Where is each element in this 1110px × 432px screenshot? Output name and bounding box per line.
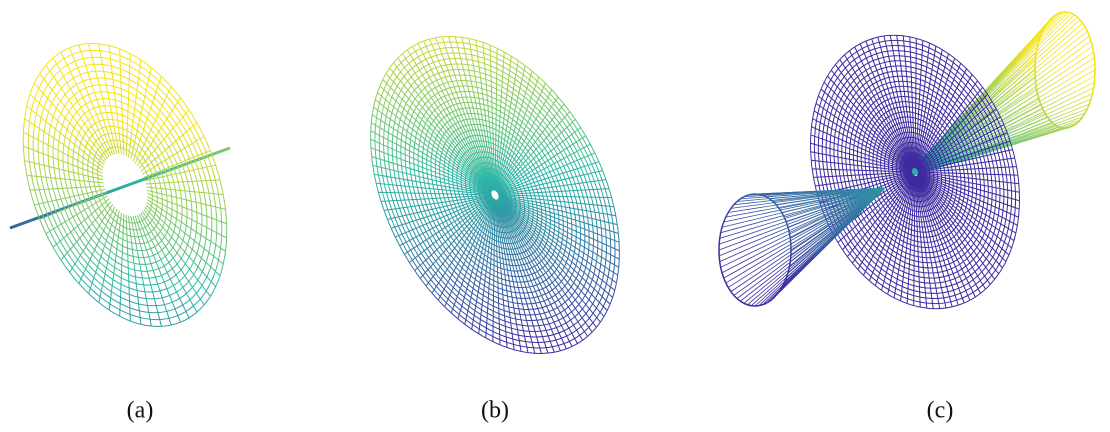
mesh-plots [0, 0, 1095, 396]
mesh-ring [435, 126, 555, 263]
mesh-ring [0, 13, 266, 356]
mesh-ring [423, 112, 567, 277]
caption: (a) [127, 398, 154, 424]
mesh-ring [344, 22, 646, 368]
cone-line [731, 188, 885, 292]
mesh-ring [338, 15, 652, 375]
mesh-ring [320, 0, 670, 396]
caption: (b) [481, 398, 509, 424]
caption: (c) [927, 398, 954, 424]
mesh-ring [429, 119, 561, 270]
mesh-disk [320, 0, 670, 396]
mesh-ring [417, 105, 573, 284]
mesh-ring [441, 133, 549, 256]
cone-line [905, 36, 1089, 178]
mesh-ring [326, 1, 664, 389]
mesh-ring [350, 29, 640, 361]
mesh-ring [332, 8, 658, 382]
figure: (a) (b) (c) [0, 0, 1110, 432]
cone-rim [1035, 12, 1095, 128]
mesh-disk [0, 13, 266, 356]
